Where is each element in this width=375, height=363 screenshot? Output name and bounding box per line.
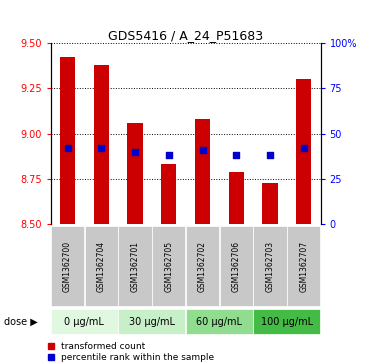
Polygon shape: [254, 226, 286, 306]
Polygon shape: [152, 226, 185, 306]
Text: GSM1362703: GSM1362703: [266, 241, 274, 291]
Point: [267, 152, 273, 158]
Text: GSM1362705: GSM1362705: [164, 241, 173, 291]
Polygon shape: [85, 226, 118, 306]
Text: GSM1362701: GSM1362701: [130, 241, 140, 291]
Polygon shape: [220, 226, 253, 306]
Bar: [229, 172, 244, 224]
Bar: [296, 79, 311, 224]
Title: GDS5416 / A_24_P51683: GDS5416 / A_24_P51683: [108, 29, 263, 42]
Polygon shape: [118, 309, 185, 334]
Text: 30 μg/mL: 30 μg/mL: [129, 317, 175, 327]
Text: 100 μg/mL: 100 μg/mL: [261, 317, 313, 327]
Polygon shape: [51, 309, 118, 334]
Text: GSM1362704: GSM1362704: [97, 241, 106, 291]
Text: dose ▶: dose ▶: [4, 317, 38, 327]
Point: [301, 145, 307, 151]
Polygon shape: [186, 309, 253, 334]
Bar: [94, 65, 109, 224]
Polygon shape: [287, 226, 320, 306]
Point: [166, 152, 172, 158]
Text: 0 μg/mL: 0 μg/mL: [64, 317, 104, 327]
Point: [200, 147, 206, 153]
Polygon shape: [254, 309, 320, 334]
Text: GSM1362700: GSM1362700: [63, 241, 72, 291]
Bar: [161, 164, 176, 224]
Point: [98, 145, 104, 151]
Point: [132, 149, 138, 155]
Text: GSM1362707: GSM1362707: [299, 241, 308, 291]
Polygon shape: [51, 226, 84, 306]
Point: [233, 152, 239, 158]
Bar: [60, 57, 75, 224]
Bar: [262, 183, 278, 224]
Text: GSM1362702: GSM1362702: [198, 241, 207, 291]
Polygon shape: [186, 226, 219, 306]
Text: GSM1362706: GSM1362706: [232, 241, 241, 291]
Point: [64, 145, 70, 151]
Bar: [195, 119, 210, 224]
Polygon shape: [118, 226, 152, 306]
Bar: [128, 123, 142, 224]
Legend: transformed count, percentile rank within the sample: transformed count, percentile rank withi…: [48, 342, 214, 362]
Text: 60 μg/mL: 60 μg/mL: [196, 317, 242, 327]
